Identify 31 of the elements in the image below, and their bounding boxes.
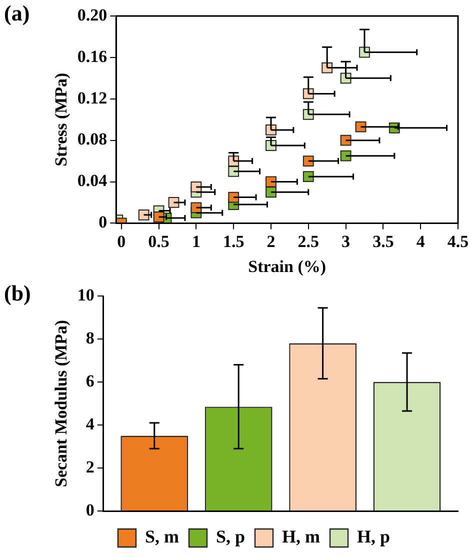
x-tick-label: 0 xyxy=(117,232,126,251)
x-tick-label: 3 xyxy=(342,232,350,251)
y-tick-label: 0 xyxy=(98,212,108,232)
y-tick-label: 10 xyxy=(77,285,94,304)
legend-label: H, p xyxy=(357,526,390,547)
x-tick-label: 4.5 xyxy=(447,232,469,251)
x-tick-label: 0.5 xyxy=(148,232,170,251)
y-tick-label: 2 xyxy=(86,457,94,476)
y-tick-label: 0.16 xyxy=(77,46,108,66)
y-tick-label: 8 xyxy=(86,328,94,348)
legend-label: S, p xyxy=(216,526,246,547)
y-tick-label: 6 xyxy=(86,371,94,390)
x-axis-title: Strain (%) xyxy=(248,257,326,276)
legend-label: S, m xyxy=(144,526,179,547)
y-tick-label: 0.12 xyxy=(77,88,108,108)
y-axis-title: Secant Modulus (MPa) xyxy=(52,320,71,488)
y-axis-title: Stress (MPa) xyxy=(52,72,71,166)
y-tick-label: 0.20 xyxy=(77,5,108,24)
x-tick-label: 4 xyxy=(416,232,426,251)
x-tick-label: 2 xyxy=(266,232,276,251)
y-tick-label: 0.04 xyxy=(77,171,108,190)
x-tick-label: 2.5 xyxy=(298,232,320,251)
y-tick-label: 0 xyxy=(86,500,94,520)
y-tick-label: 0.08 xyxy=(77,130,108,149)
x-tick-label: 1 xyxy=(192,232,200,251)
legend-label: H, m xyxy=(282,526,320,547)
text: (b) xyxy=(4,280,31,306)
y-tick-label: 4 xyxy=(86,414,95,434)
x-tick-label: 3.5 xyxy=(372,232,394,251)
x-tick-label: 1.5 xyxy=(222,232,244,251)
text: (a) xyxy=(4,0,30,26)
